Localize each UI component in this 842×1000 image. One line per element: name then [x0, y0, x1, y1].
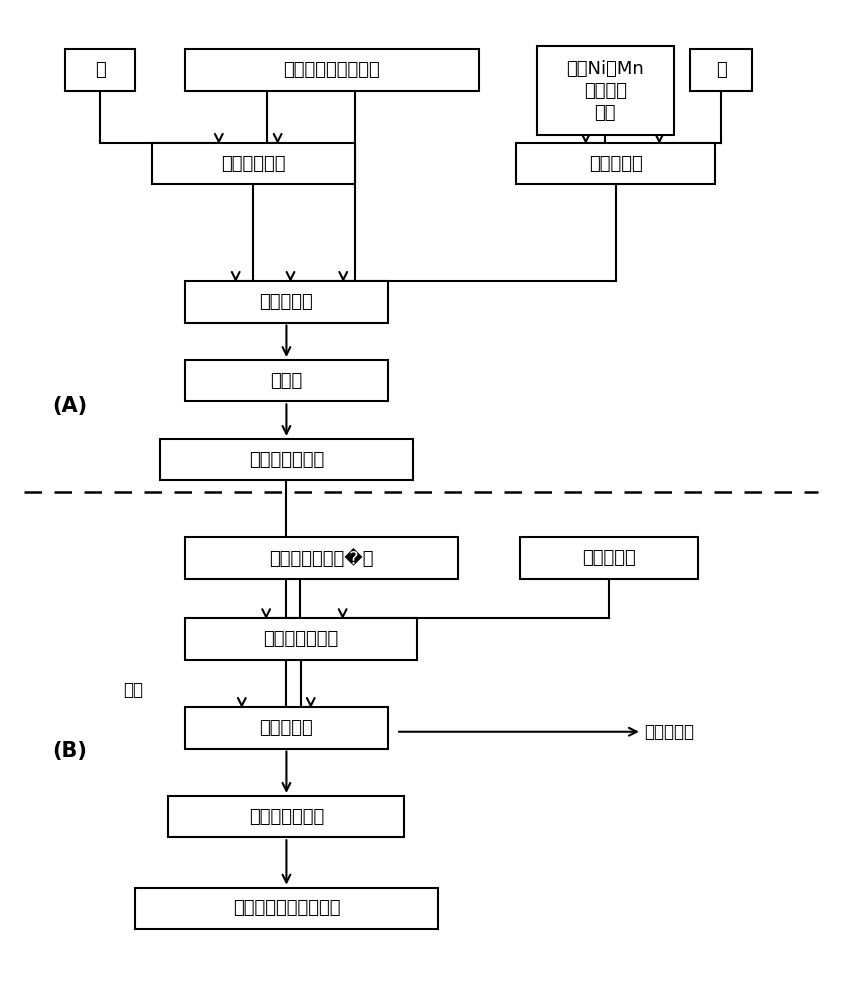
FancyBboxPatch shape — [136, 888, 438, 929]
Text: 环境的切换: 环境的切换 — [399, 723, 695, 741]
FancyBboxPatch shape — [520, 537, 698, 579]
FancyBboxPatch shape — [690, 49, 752, 91]
Text: 含有核的水溶液: 含有核的水溶液 — [248, 451, 324, 469]
Text: 混合水溶液: 混合水溶液 — [583, 549, 637, 567]
Text: 添加: 添加 — [124, 681, 144, 699]
Text: 碱水溶液＋铵水�液: 碱水溶液＋铵水�液 — [269, 549, 374, 568]
Text: 水: 水 — [716, 61, 727, 79]
Text: 反应水溶液: 反应水溶液 — [259, 293, 313, 311]
Text: 核生成: 核生成 — [270, 372, 302, 390]
FancyBboxPatch shape — [185, 49, 479, 91]
FancyBboxPatch shape — [185, 360, 388, 401]
FancyBboxPatch shape — [65, 49, 136, 91]
Text: 反应前水溶液: 反应前水溶液 — [221, 155, 285, 173]
FancyBboxPatch shape — [185, 618, 417, 660]
FancyBboxPatch shape — [537, 46, 674, 135]
Text: (B): (B) — [52, 741, 88, 761]
Text: 镍锰复合氢氧化物粒子: 镍锰复合氢氧化物粒子 — [232, 899, 340, 917]
Text: 核（粒子）生长: 核（粒子）生长 — [248, 808, 324, 826]
Text: 混合水溶液: 混合水溶液 — [589, 155, 642, 173]
FancyBboxPatch shape — [152, 143, 354, 184]
FancyBboxPatch shape — [185, 707, 388, 748]
Text: 碱水溶液＋铵水溶液: 碱水溶液＋铵水溶液 — [284, 61, 381, 79]
Text: 成分调整水溶液: 成分调整水溶液 — [264, 630, 338, 648]
Text: 水: 水 — [95, 61, 105, 79]
Text: (A): (A) — [52, 396, 88, 416]
FancyBboxPatch shape — [185, 281, 388, 322]
FancyBboxPatch shape — [185, 537, 458, 579]
Text: 反应水溶液: 反应水溶液 — [259, 719, 313, 737]
FancyBboxPatch shape — [160, 439, 413, 480]
FancyBboxPatch shape — [168, 796, 404, 837]
Text: 含有Ni、Mn
的金属化
合物: 含有Ni、Mn 的金属化 合物 — [567, 60, 644, 122]
FancyBboxPatch shape — [516, 143, 715, 184]
